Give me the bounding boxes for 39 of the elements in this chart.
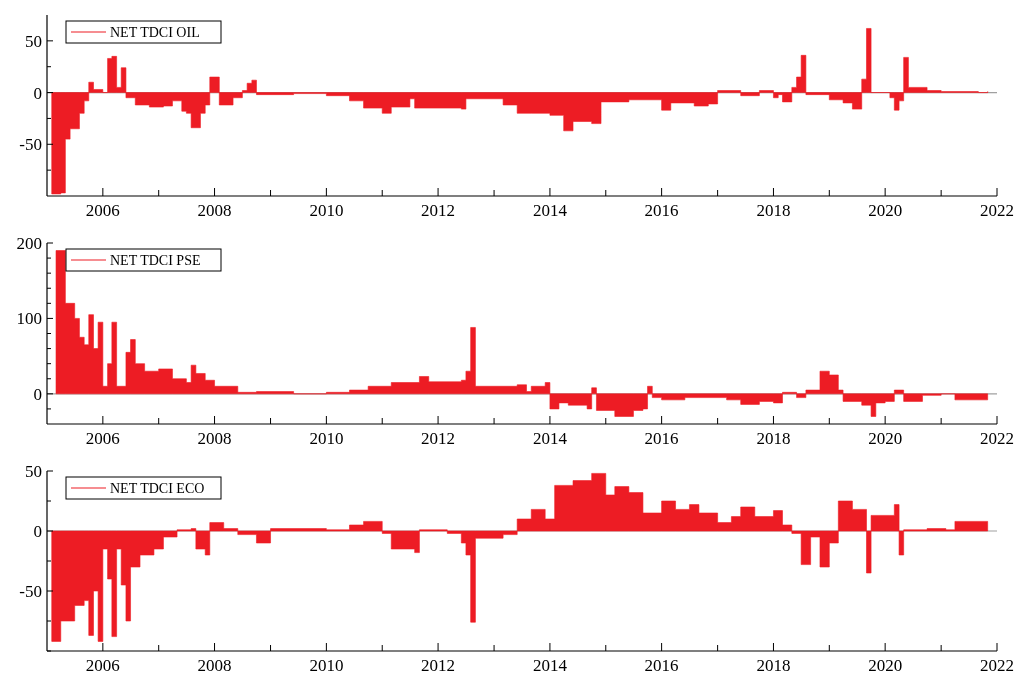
legend-label: NET TDCI OIL <box>110 24 200 40</box>
x-tick-label: 2020 <box>868 656 903 675</box>
x-tick-label: 2006 <box>85 429 120 448</box>
legend-label: NET TDCI ECO <box>110 480 205 496</box>
x-tick-label: 2006 <box>85 201 120 220</box>
x-tick-label: 2016 <box>644 429 679 448</box>
y-tick-label: 100 <box>16 309 42 329</box>
x-tick-label: 2006 <box>85 656 120 675</box>
x-tick-label: 2010 <box>309 429 344 448</box>
y-tick-label: 50 <box>25 31 42 51</box>
x-tick-label: 2018 <box>756 656 791 675</box>
x-tick-label: 2018 <box>756 429 791 448</box>
y-tick-label: -50 <box>19 581 42 601</box>
x-tick-label: 2016 <box>644 656 679 675</box>
x-tick-label: 2012 <box>421 429 456 448</box>
y-tick-label: 0 <box>33 83 42 103</box>
x-tick-label: 2022 <box>980 656 1014 675</box>
x-tick-label: 2008 <box>197 201 232 220</box>
x-tick-label: 2022 <box>980 201 1014 220</box>
x-tick-label: 2014 <box>532 201 568 220</box>
x-tick-label: 2012 <box>421 656 456 675</box>
x-tick-label: 2008 <box>197 656 232 675</box>
y-tick-label: 0 <box>33 521 42 541</box>
legend-label: NET TDCI PSE <box>110 252 201 268</box>
y-tick-label: -50 <box>19 135 42 155</box>
x-tick-label: 2020 <box>868 429 903 448</box>
y-tick-label: 200 <box>16 233 42 253</box>
x-tick-label: 2010 <box>309 201 344 220</box>
x-tick-label: 2014 <box>532 429 568 448</box>
x-tick-label: 2018 <box>756 201 791 220</box>
x-tick-label: 2016 <box>644 201 679 220</box>
x-tick-label: 2010 <box>309 656 344 675</box>
y-tick-label: 50 <box>25 461 42 481</box>
x-tick-label: 2022 <box>980 429 1014 448</box>
x-tick-label: 2014 <box>532 656 568 675</box>
y-tick-label: 0 <box>33 384 42 404</box>
x-tick-label: 2008 <box>197 429 232 448</box>
x-tick-label: 2020 <box>868 201 903 220</box>
x-tick-label: 2012 <box>421 201 456 220</box>
